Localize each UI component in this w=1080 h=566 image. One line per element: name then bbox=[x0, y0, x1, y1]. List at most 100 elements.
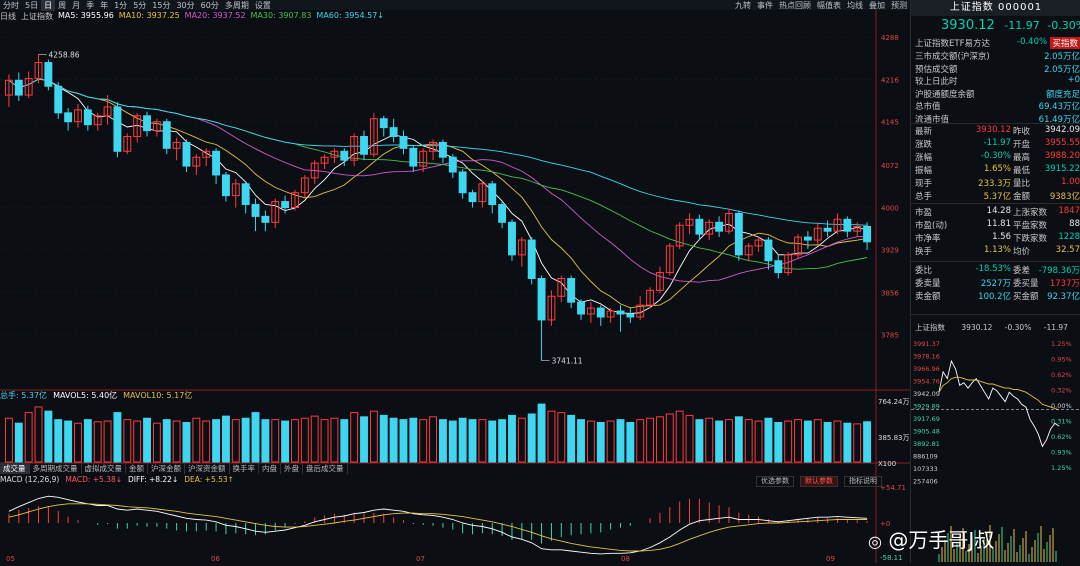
volume-bar[interactable] bbox=[705, 417, 714, 463]
candle[interactable] bbox=[34, 54, 43, 84]
volume-bar[interactable] bbox=[261, 419, 270, 463]
candle[interactable] bbox=[705, 219, 714, 241]
candle[interactable] bbox=[64, 108, 73, 131]
candlestick-chart[interactable]: 4288 4216 4145 4072 4000 3929 3856 3785 4258.86 3… bbox=[0, 10, 910, 563]
volume-bar[interactable] bbox=[429, 416, 438, 463]
volume-bar[interactable] bbox=[103, 420, 112, 463]
volume-bar[interactable] bbox=[172, 420, 181, 463]
candle[interactable] bbox=[300, 174, 309, 199]
volume-bar[interactable] bbox=[695, 419, 704, 463]
volume-bar[interactable] bbox=[4, 417, 13, 463]
etf-row[interactable]: 上证指数ETF易方达 -0.40% 买指数 bbox=[915, 37, 1080, 49]
candle[interactable] bbox=[212, 148, 221, 184]
volume-bar[interactable] bbox=[813, 419, 822, 463]
volume-bar[interactable] bbox=[281, 420, 290, 463]
candle[interactable] bbox=[774, 254, 783, 279]
volume-bar[interactable] bbox=[508, 414, 516, 463]
volume-bar[interactable] bbox=[241, 417, 250, 463]
volume-bar[interactable] bbox=[350, 412, 359, 463]
candle[interactable] bbox=[320, 154, 329, 170]
candle[interactable] bbox=[744, 243, 753, 261]
volume-bar[interactable] bbox=[379, 414, 388, 463]
intraday-minichart[interactable]: 3991.37 3978.16 3966.96 3954.76 3942.09 3929.… bbox=[911, 338, 1080, 563]
volume-bar[interactable] bbox=[744, 419, 753, 463]
candle[interactable] bbox=[360, 130, 368, 161]
candle[interactable] bbox=[843, 216, 852, 238]
volume-bar[interactable] bbox=[478, 419, 487, 463]
candle[interactable] bbox=[24, 71, 33, 99]
volume-bar[interactable] bbox=[399, 419, 408, 463]
period-tab[interactable]: 5日 bbox=[25, 0, 39, 10]
period-tab[interactable]: 季 bbox=[86, 0, 95, 10]
volume-bar[interactable] bbox=[764, 417, 773, 463]
candle[interactable] bbox=[498, 201, 507, 229]
volume-bar[interactable] bbox=[369, 410, 378, 463]
candle[interactable] bbox=[281, 195, 290, 214]
candle[interactable] bbox=[409, 145, 418, 172]
indicator-tab[interactable]: 成交量 bbox=[0, 463, 30, 474]
candle[interactable] bbox=[83, 105, 92, 131]
candle[interactable] bbox=[429, 139, 438, 161]
volume-bar[interactable] bbox=[320, 419, 329, 463]
volume-bar[interactable] bbox=[754, 420, 763, 463]
candle[interactable] bbox=[725, 208, 733, 235]
candle[interactable] bbox=[350, 133, 359, 167]
candle[interactable] bbox=[577, 299, 585, 320]
volume-bar[interactable] bbox=[458, 417, 467, 463]
period-tab[interactable]: 多周期 bbox=[224, 0, 249, 10]
volume-bar[interactable] bbox=[448, 420, 457, 463]
volume-bar[interactable] bbox=[646, 417, 655, 463]
default-params-button[interactable]: 默认参数 bbox=[800, 476, 838, 487]
candle[interactable] bbox=[143, 111, 151, 137]
volume-bar[interactable] bbox=[734, 416, 743, 463]
volume-bar[interactable] bbox=[517, 417, 526, 463]
indicator-tab[interactable]: 盘后成交量 bbox=[303, 463, 348, 474]
candle[interactable] bbox=[488, 180, 497, 214]
period-tab[interactable]: 日 bbox=[41, 0, 56, 11]
volume-bar[interactable] bbox=[784, 420, 793, 463]
candle[interactable] bbox=[152, 118, 161, 137]
candle[interactable] bbox=[695, 214, 704, 241]
candle[interactable] bbox=[221, 172, 230, 202]
volume-bar[interactable] bbox=[557, 412, 566, 463]
candle[interactable] bbox=[586, 302, 595, 323]
volume-bar[interactable] bbox=[340, 419, 349, 463]
candle[interactable] bbox=[133, 112, 142, 143]
candle[interactable] bbox=[557, 275, 566, 303]
volume-bar[interactable] bbox=[803, 420, 812, 463]
candle[interactable] bbox=[517, 237, 526, 267]
candle[interactable] bbox=[616, 305, 625, 332]
candle[interactable] bbox=[330, 148, 339, 164]
volume-bar[interactable] bbox=[64, 420, 73, 463]
volume-bar[interactable] bbox=[567, 414, 576, 463]
candle[interactable] bbox=[103, 95, 112, 125]
candle[interactable] bbox=[853, 222, 862, 238]
candle[interactable] bbox=[794, 234, 802, 258]
volume-bar[interactable] bbox=[843, 422, 852, 463]
tool-button[interactable]: 均线 bbox=[847, 0, 863, 10]
candle[interactable] bbox=[458, 169, 467, 199]
candle[interactable] bbox=[646, 287, 655, 309]
volume-bar[interactable] bbox=[725, 419, 733, 463]
volume-bar[interactable] bbox=[113, 412, 122, 463]
candle[interactable] bbox=[606, 308, 615, 323]
indicator-tab[interactable]: 外盘 bbox=[281, 463, 303, 474]
indicator-help-button[interactable]: 指标说明 bbox=[844, 476, 882, 487]
period-tab[interactable]: 30分 bbox=[176, 0, 195, 10]
volume-bar[interactable] bbox=[330, 417, 339, 463]
volume-bar[interactable] bbox=[823, 421, 832, 463]
volume-bar[interactable] bbox=[251, 412, 260, 463]
volume-bar[interactable] bbox=[527, 413, 536, 463]
volume-bar[interactable] bbox=[291, 419, 299, 463]
period-tab[interactable]: 5分 bbox=[133, 0, 147, 10]
volume-bar[interactable] bbox=[221, 415, 230, 463]
candle[interactable] bbox=[863, 222, 872, 251]
volume-bar[interactable] bbox=[143, 417, 151, 463]
candle[interactable] bbox=[438, 139, 447, 164]
indicator-tab[interactable]: 沪深金额 bbox=[148, 463, 185, 474]
volume-bar[interactable] bbox=[655, 416, 664, 463]
volume-bar[interactable] bbox=[498, 419, 507, 463]
volume-bar[interactable] bbox=[212, 419, 221, 463]
volume-bar[interactable] bbox=[715, 420, 724, 463]
volume-bar[interactable] bbox=[616, 419, 625, 463]
